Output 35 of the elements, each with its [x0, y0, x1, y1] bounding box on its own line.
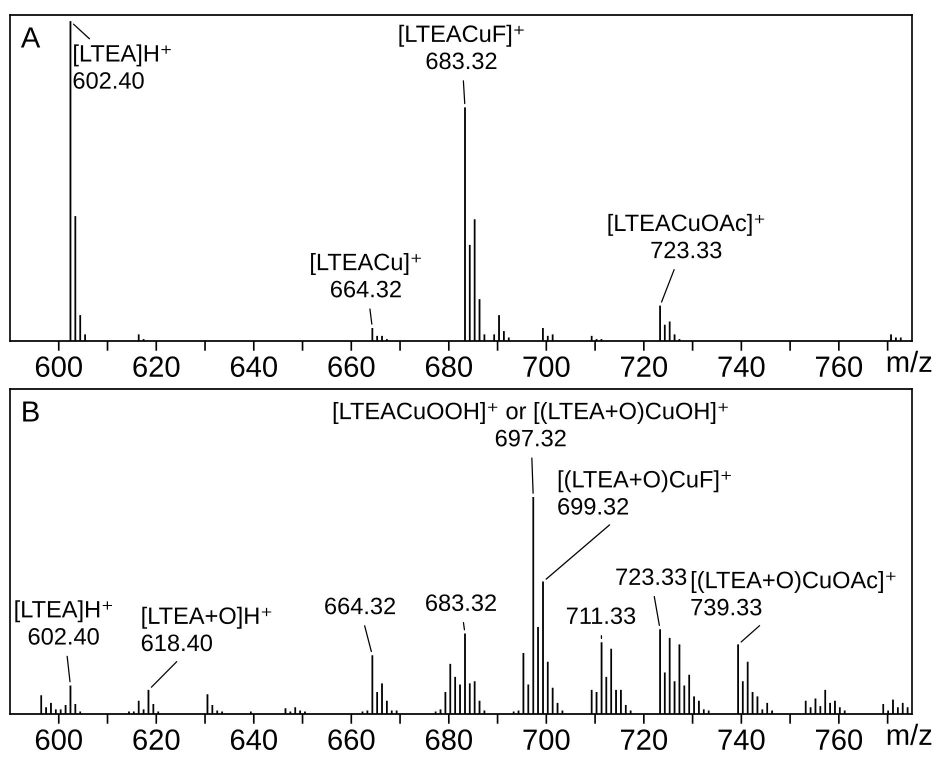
- x-axis-title: m/z: [888, 350, 932, 372]
- annotation: 683.32: [426, 594, 496, 612]
- x-tick-label: 720: [621, 356, 668, 378]
- annotation: 711.33: [566, 607, 636, 624]
- annotation: [LTEACu]⁺ 664.32: [311, 252, 421, 298]
- x-tick-label: 720: [621, 729, 668, 750]
- annotation: [LTEACuOAc]⁺ 723.33: [608, 214, 764, 258]
- x-tick-label: 620: [133, 729, 180, 750]
- x-axis-title: m/z: [888, 724, 932, 746]
- annotation: 664.32: [325, 598, 395, 614]
- x-tick-label: 700: [523, 356, 570, 378]
- annotation: 723.33: [616, 568, 686, 586]
- x-tick-label: 680: [426, 356, 472, 378]
- annotation: [LTEA]H⁺ 602.40: [74, 44, 171, 89]
- x-tick-label: 600: [36, 356, 82, 378]
- annotation: [LTEACuF]⁺ 683.32: [399, 24, 524, 70]
- x-tick-label: 640: [230, 356, 277, 378]
- x-tick-label: 640: [230, 729, 277, 750]
- x-tick-label: 600: [36, 729, 82, 750]
- annotation: [(LTEA+O)CuOAc]⁺ 739.33: [691, 571, 896, 616]
- annotation: [LTEACuOOH]⁺ or [(LTEA+O)CuOH]⁺ 697.32: [334, 402, 728, 446]
- x-tick-label: 760: [816, 356, 862, 378]
- x-tick-label: 740: [718, 356, 765, 378]
- annotation: [LTEA]H⁺ 602.40: [15, 600, 112, 645]
- x-tick-label: 660: [328, 356, 374, 378]
- x-tick-label: 740: [718, 729, 765, 750]
- x-tick-label: 620: [133, 356, 180, 378]
- x-tick-label: 700: [523, 729, 570, 750]
- x-tick-label: 680: [426, 729, 472, 750]
- chart-title: A: [20, 27, 40, 48]
- x-tick-label: 660: [328, 729, 374, 750]
- chart-title: B: [23, 401, 39, 422]
- annotation: [(LTEA+O)CuF]⁺ 699.32: [558, 470, 731, 515]
- x-tick-label: 760: [816, 729, 862, 750]
- annotation: [LTEA+O]H⁺ 618.40: [142, 606, 272, 652]
